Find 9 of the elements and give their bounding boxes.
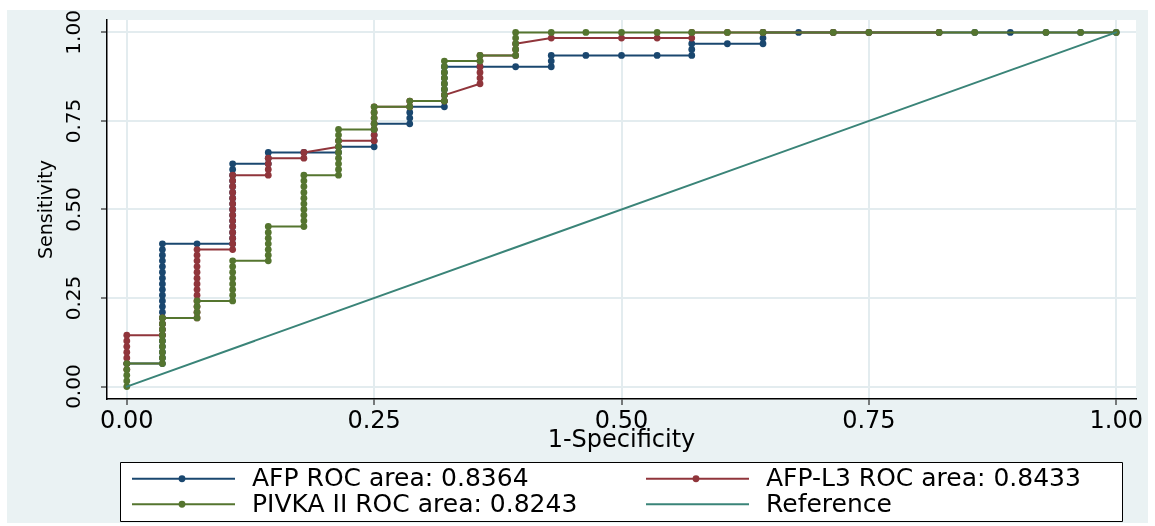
x-tick-label: 1.00 (1089, 405, 1143, 434)
y-tick-label: 0.75 (60, 98, 85, 144)
y-tick-label: 0.25 (60, 275, 85, 321)
x-tick-label: 0.00 (100, 405, 154, 434)
x-tick-label: 0.25 (347, 405, 401, 434)
y-tick-label: 1.00 (60, 10, 85, 55)
y-axis-title: Sensitivity (34, 160, 57, 259)
x-tick-label: 0.75 (842, 405, 896, 434)
y-tick-label: 0.50 (60, 187, 85, 232)
